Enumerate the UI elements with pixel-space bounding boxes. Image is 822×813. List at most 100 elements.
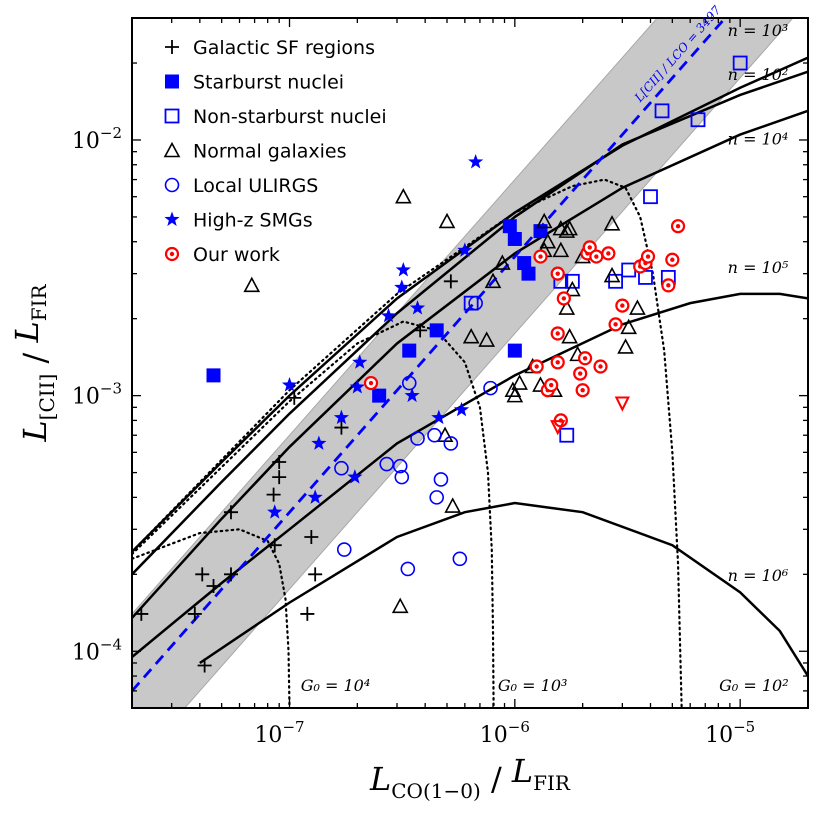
point-s0-7 — [266, 487, 281, 502]
point-s5-5 — [347, 469, 363, 484]
point-s3-9 — [493, 254, 511, 270]
legend-label-3: Normal galaxies — [193, 141, 347, 163]
point-s6-2-center — [538, 254, 543, 259]
point-s0-12 — [300, 606, 315, 621]
point-s3-5 — [391, 597, 409, 614]
point-s0-5 — [223, 505, 238, 520]
annotation-5: G₀ = 10⁴ — [301, 676, 371, 695]
point-s3-24 — [561, 328, 578, 344]
point-s5-12 — [409, 300, 426, 315]
legend-label-6: Our work — [193, 244, 280, 266]
point-s4-5 — [400, 561, 416, 577]
point-s2-7 — [654, 103, 670, 119]
point-s7-1 — [614, 396, 630, 412]
point-s3-0 — [243, 276, 261, 293]
point-s0-6 — [223, 567, 238, 582]
point-s3-31 — [629, 299, 646, 315]
legend-label-0: Galactic SF regions — [193, 37, 375, 59]
point-s0-1 — [187, 606, 202, 621]
point-s0-3 — [197, 658, 212, 673]
point-s6-12-center — [582, 356, 588, 361]
legend: Galactic SF regions Starburst nuclei Non-s… — [163, 37, 387, 266]
legend-label-5: High-z SMGs — [193, 210, 313, 232]
point-s4-2 — [379, 456, 395, 472]
model-line-7 — [132, 178, 683, 708]
data-points — [134, 55, 748, 673]
point-s6-4-center — [548, 382, 554, 388]
point-s3-12 — [511, 374, 528, 390]
point-s4-4 — [394, 469, 410, 485]
point-s6-22-center — [645, 254, 651, 259]
point-s6-15-center — [594, 254, 599, 259]
y-tick-label: 10−2 — [72, 124, 122, 154]
point-s3-17 — [539, 233, 557, 249]
point-s6-19-center — [620, 303, 625, 308]
point-s0-8 — [267, 538, 282, 553]
point-s3-21 — [558, 222, 576, 238]
point-s4-1 — [336, 542, 352, 557]
model-lines — [132, 18, 808, 708]
point-s6-16-center — [598, 364, 603, 369]
model-line-4 — [199, 501, 808, 677]
point-s5-13 — [431, 409, 447, 425]
point-s0-11 — [287, 390, 302, 405]
point-s5-8 — [380, 307, 397, 323]
point-s2-10 — [732, 55, 748, 71]
point-s4-7 — [410, 431, 425, 446]
annotation-7: G₀ = 10² — [719, 676, 789, 695]
model-line-5 — [132, 528, 291, 708]
point-s4-3 — [392, 458, 408, 474]
point-s0-17 — [443, 274, 458, 289]
legend-marker-2 — [164, 108, 180, 124]
point-s6-5-center — [555, 331, 560, 336]
point-s6-14-center — [587, 245, 592, 250]
model-line-6 — [132, 320, 495, 708]
annotation-6: G₀ = 10³ — [498, 676, 568, 695]
point-s5-10 — [395, 262, 411, 277]
point-s2-11 — [559, 427, 575, 443]
axis-ticks: 10−7 10−6 10−5 10−4 10−3 10−2 — [72, 17, 809, 748]
point-s3-23 — [564, 280, 581, 297]
point-s5-2 — [307, 489, 323, 504]
point-s2-2 — [564, 273, 580, 289]
x-axis-label: LCO(1−0) / LFIR — [369, 752, 571, 803]
point-s0-0 — [134, 606, 149, 621]
point-s1-7 — [521, 266, 536, 281]
point-s3-16 — [535, 212, 553, 229]
point-s1-4 — [502, 219, 517, 234]
point-s4-12 — [452, 551, 468, 567]
point-s6-25-center — [675, 223, 681, 229]
point-s4-11 — [443, 436, 459, 451]
point-s3-22 — [561, 219, 578, 236]
legend-marker-6-center — [169, 251, 175, 257]
point-s3-11 — [506, 386, 524, 403]
x-tick-label: 10−7 — [254, 718, 304, 748]
point-s3-28 — [603, 266, 621, 283]
point-s6-7-center — [555, 271, 560, 276]
point-s0-16 — [413, 323, 428, 338]
point-s5-9 — [394, 279, 410, 294]
legend-marker-5 — [164, 211, 180, 226]
point-s0-2 — [195, 567, 210, 582]
point-s0-4 — [206, 579, 221, 594]
x-tick-label: 10−6 — [480, 718, 530, 748]
legend-marker-3 — [163, 141, 181, 158]
point-s6-17-center — [606, 251, 611, 256]
annotation-3: n = 10⁵ — [728, 258, 789, 277]
point-s3-30 — [620, 318, 638, 335]
point-s3-29 — [617, 338, 634, 354]
point-s3-7 — [478, 331, 496, 347]
legend-label-4: Local ULIRGS — [193, 175, 318, 197]
point-s5-6 — [349, 379, 365, 394]
point-s6-18-center — [613, 322, 618, 327]
point-s6-23-center — [666, 283, 671, 288]
point-s0-15 — [334, 420, 349, 435]
y-tick-label: 10−4 — [72, 635, 122, 665]
point-s2-6 — [643, 189, 658, 205]
plot-frame — [131, 17, 809, 709]
annotation-1: n = 10² — [728, 65, 789, 84]
point-s5-4 — [333, 409, 350, 425]
model-line-2 — [132, 109, 808, 619]
point-s0-14 — [308, 567, 323, 582]
model-line-1 — [132, 70, 808, 576]
